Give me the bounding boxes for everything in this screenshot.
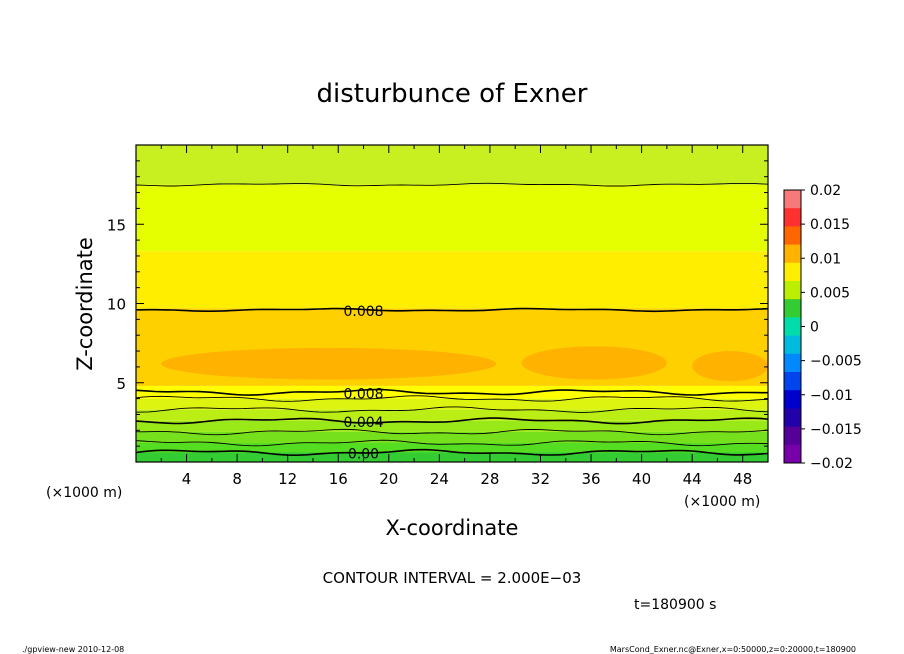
contour-line-6 [135, 388, 768, 396]
y-axis-label: Z-coordinate [73, 237, 97, 371]
colorbar-label-8: −0.02 [810, 456, 853, 472]
x-tick-label-20: 20 [379, 470, 398, 488]
colorbar-swatch-13 [784, 426, 801, 446]
band-0 [136, 452, 768, 462]
y-tick-label-10: 10 [107, 296, 126, 314]
x-tick-label-24: 24 [430, 470, 449, 488]
colorbar-swatch-8 [784, 335, 801, 355]
colorbar-swatch-1 [784, 208, 801, 227]
colorbar-label-2: 0.01 [810, 251, 841, 267]
colorbar-label-4: 0 [810, 320, 819, 336]
colorbar: 0.02 0.015 0.01 0.005 0 −0.005 −0.01 −0.015 −0.0… [783, 183, 862, 472]
colorbar-label-1: 0.015 [810, 217, 850, 233]
footer-left: ./gpview-new 2010-12-08 [22, 645, 124, 654]
colorbar-label-0: 0.02 [810, 183, 841, 199]
colorbar-swatch-6 [784, 299, 801, 318]
x-tick-label-44: 44 [683, 470, 702, 488]
colorbar-label-3: 0.005 [810, 285, 850, 301]
time-label: t=180900 s [634, 597, 716, 613]
colorbar-swatch-3 [784, 244, 801, 264]
core-region-0 [161, 347, 497, 380]
contour-line-0 [135, 448, 769, 457]
x-tick-label-12: 12 [278, 470, 297, 488]
contour-line-4 [135, 406, 769, 413]
y-tick-label-15: 15 [107, 216, 126, 234]
colorbar-label-7: −0.015 [810, 422, 862, 438]
colorbar-label-5: −0.005 [810, 354, 862, 370]
band-5 [136, 398, 768, 410]
y-tick-label-5: 5 [116, 375, 126, 393]
x-unit-left: (×1000 m) [46, 485, 122, 501]
colorbar-swatch-12 [784, 408, 801, 428]
x-tick-label-8: 8 [232, 470, 242, 488]
contour-line-1 [135, 439, 769, 447]
core-region-1 [521, 346, 667, 380]
x-tick-label-16: 16 [329, 470, 348, 488]
contour-line-8 [135, 182, 769, 187]
x-tick-label-28: 28 [480, 470, 499, 488]
colorbar-swatch-2 [784, 226, 801, 246]
band-10 [136, 145, 768, 185]
contour-label-7: 0.008 [343, 304, 383, 320]
colorbar-swatch-14 [784, 444, 801, 464]
colorbar-swatch-11 [784, 390, 801, 409]
colorbar-swatch-9 [784, 353, 801, 373]
footer-right: MarsCond_Exner.nc@Exner,x=0:50000,z=0:20… [610, 645, 856, 654]
contour-label-3: 0.004 [343, 415, 383, 431]
colorbar-swatch-7 [784, 317, 801, 337]
contour-label-6: 0.008 [343, 386, 383, 402]
contour-line-5 [135, 395, 769, 402]
band-9 [136, 184, 768, 252]
band-4 [136, 409, 768, 421]
colorbar-swatch-4 [784, 262, 801, 282]
colorbar-swatch-10 [784, 372, 801, 391]
colorbar-swatch-0 [784, 190, 801, 209]
chart-title: disturbunce of Exner [317, 79, 588, 109]
band-2 [136, 431, 768, 443]
x-tick-label-32: 32 [531, 470, 550, 488]
x-tick-label-4: 4 [182, 470, 192, 488]
band-1 [136, 442, 768, 453]
band-8 [136, 251, 768, 309]
contour-line-7 [136, 307, 769, 313]
x-tick-label-40: 40 [632, 470, 651, 488]
colorbar-swatch-5 [784, 281, 801, 300]
contour-line-3 [135, 417, 769, 425]
contour-line-2 [135, 428, 769, 436]
band-6 [136, 385, 768, 399]
x-unit-right: (×1000 m) [684, 494, 760, 510]
contour-interval: CONTOUR INTERVAL = 2.000E−03 [323, 569, 582, 587]
colorbar-label-6: −0.01 [810, 388, 853, 404]
x-tick-label-48: 48 [733, 470, 752, 488]
core-region-2 [692, 351, 768, 382]
x-tick-label-36: 36 [581, 470, 600, 488]
x-axis-label: X-coordinate [386, 516, 519, 540]
band-3 [136, 420, 768, 432]
contour-label-0: 0.00 [348, 446, 379, 462]
